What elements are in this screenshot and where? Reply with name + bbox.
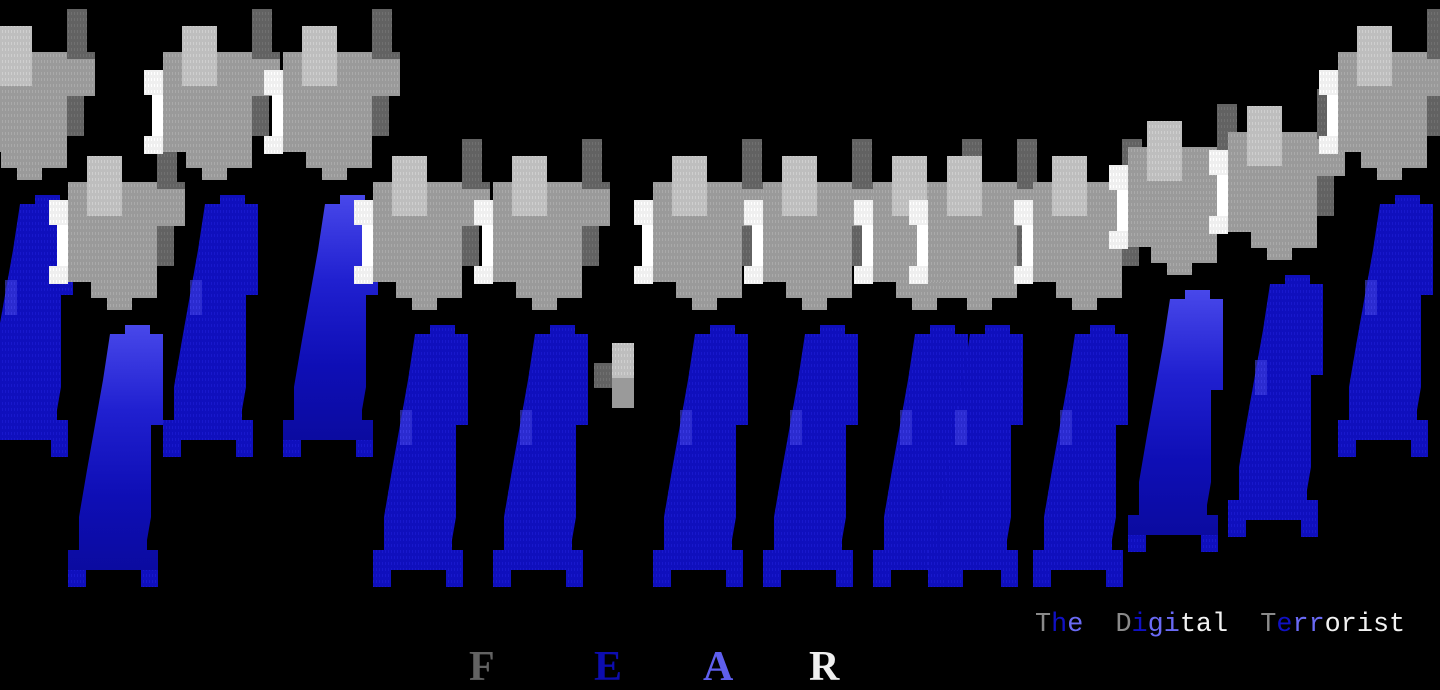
svg-text:F: F bbox=[469, 644, 495, 690]
svg-text:The Digital Terrorist: The Digital Terrorist bbox=[1035, 610, 1405, 640]
svg-text:R: R bbox=[809, 644, 840, 690]
svg-text:A: A bbox=[703, 644, 734, 690]
svg-text:E: E bbox=[594, 644, 622, 690]
